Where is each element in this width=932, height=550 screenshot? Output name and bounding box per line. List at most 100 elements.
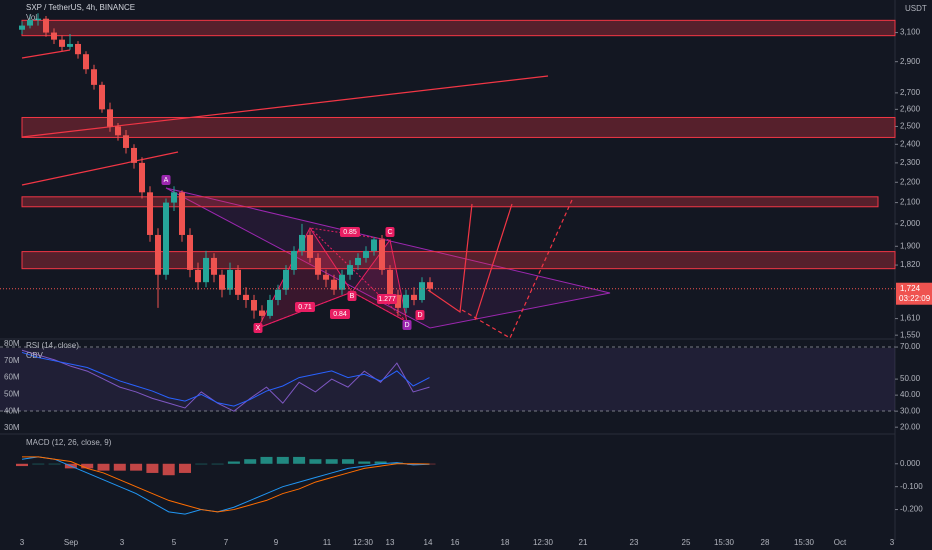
y-tick-label: 2,000 [900, 219, 921, 228]
candle-body [371, 239, 377, 251]
y-tick-label: 2,600 [900, 104, 921, 113]
candle-body [123, 135, 129, 148]
candle-body [163, 202, 169, 275]
histogram-bar [260, 456, 273, 464]
y-tick-label: -0.100 [900, 482, 923, 491]
candle-body [211, 257, 217, 275]
indicator-line [21, 349, 430, 412]
candle-body [259, 310, 265, 316]
candle-body [51, 32, 57, 40]
candle-body [243, 294, 249, 301]
y2-tick-label: 80M [4, 339, 20, 348]
candle-body [67, 43, 73, 47]
y-tick-label: 1,820 [900, 260, 921, 269]
indicator-line [21, 351, 430, 407]
y-tick-label: 2,100 [900, 198, 921, 207]
candle-body [75, 43, 81, 55]
histogram-bar [179, 463, 191, 473]
pattern-tag [330, 309, 350, 319]
trend-line [21, 151, 179, 186]
candle-body [395, 294, 401, 308]
histogram-bar [276, 456, 289, 464]
last-price-label: 1,724 [900, 284, 921, 293]
candle-body [99, 84, 105, 110]
zone [21, 196, 879, 208]
y-tick-label: 50.00 [900, 374, 921, 383]
candle-body [195, 269, 201, 283]
x-tick-label: 9 [274, 538, 279, 547]
x-tick-label: 5 [172, 538, 177, 547]
y-tick-label: 3,100 [900, 28, 921, 37]
histogram-bar [342, 459, 354, 464]
candle-body [251, 300, 257, 311]
pattern-tag [377, 294, 397, 304]
candle-body [179, 192, 185, 235]
candle-body [155, 234, 161, 275]
zone [21, 251, 896, 270]
histogram-bar [146, 463, 159, 473]
candle-body [275, 289, 281, 301]
candle-body [227, 269, 233, 290]
x-tick-label: 15:30 [714, 538, 735, 547]
candle-body [283, 269, 289, 290]
chart-title: SXP / TetherUS, 4h, BINANCE [26, 3, 135, 12]
histogram-bar [374, 461, 387, 464]
zone [21, 116, 896, 138]
pattern-label: 0.71 [298, 304, 312, 311]
candle-body [307, 234, 313, 258]
pattern-tag [415, 310, 425, 320]
candle-body [83, 54, 89, 70]
candle-body [291, 250, 297, 270]
y-tick-label: -0.200 [900, 505, 923, 514]
candle-body [19, 25, 25, 30]
histogram-bar [423, 463, 436, 465]
candle-body [387, 269, 393, 295]
x-tick-label: 3 [120, 538, 125, 547]
y-tick-label: 2,900 [900, 57, 921, 66]
pattern-tag [402, 320, 412, 330]
candle-body [131, 147, 137, 163]
candle-body [219, 274, 225, 290]
y-tick-label: 2,200 [900, 177, 921, 186]
rsi-band [0, 348, 895, 411]
y-tick-label: 2,700 [900, 88, 921, 97]
pattern-label: 0.85 [343, 229, 357, 236]
pattern-label: X [256, 325, 261, 332]
x-tick-label: 3 [890, 538, 895, 547]
x-tick-label: 23 [630, 538, 639, 547]
arrow-path [461, 199, 573, 339]
pattern-tag [253, 323, 263, 333]
candle-body [347, 265, 353, 275]
histogram-bar [97, 463, 110, 471]
candle-body [403, 294, 409, 308]
candle-body [411, 294, 417, 301]
candle-body [187, 234, 193, 270]
candle-body [419, 282, 425, 301]
candle-body [427, 282, 433, 289]
x-tick-label: Oct [834, 538, 847, 547]
y-tick-label: 2,400 [900, 139, 921, 148]
y-tick-label: 1,610 [900, 314, 921, 323]
x-tick-label: 15:30 [794, 538, 815, 547]
candle-body [299, 234, 305, 251]
y2-tick-label: 60M [4, 373, 20, 382]
y-tick-label: 40.00 [900, 390, 921, 399]
x-tick-label: 3 [20, 538, 25, 547]
histogram-bar [211, 463, 224, 465]
macd-line [21, 456, 430, 515]
x-tick-label: 13 [386, 538, 395, 547]
indicator-legend: RSI (14, close) [26, 341, 79, 350]
indicator-legend: OBV [26, 351, 44, 360]
pattern-tag [385, 227, 395, 237]
x-tick-label: 14 [424, 538, 433, 547]
y2-tick-label: 70M [4, 356, 20, 365]
candle-body [355, 257, 361, 266]
y-tick-label: 2,500 [900, 122, 921, 131]
candle-body [107, 109, 113, 127]
y-tick-label: 30.00 [900, 406, 921, 415]
histogram-bar [162, 463, 175, 476]
pattern-label: B [350, 293, 355, 300]
indicator-title: MACD (12, 26, close, 9) [26, 438, 112, 447]
